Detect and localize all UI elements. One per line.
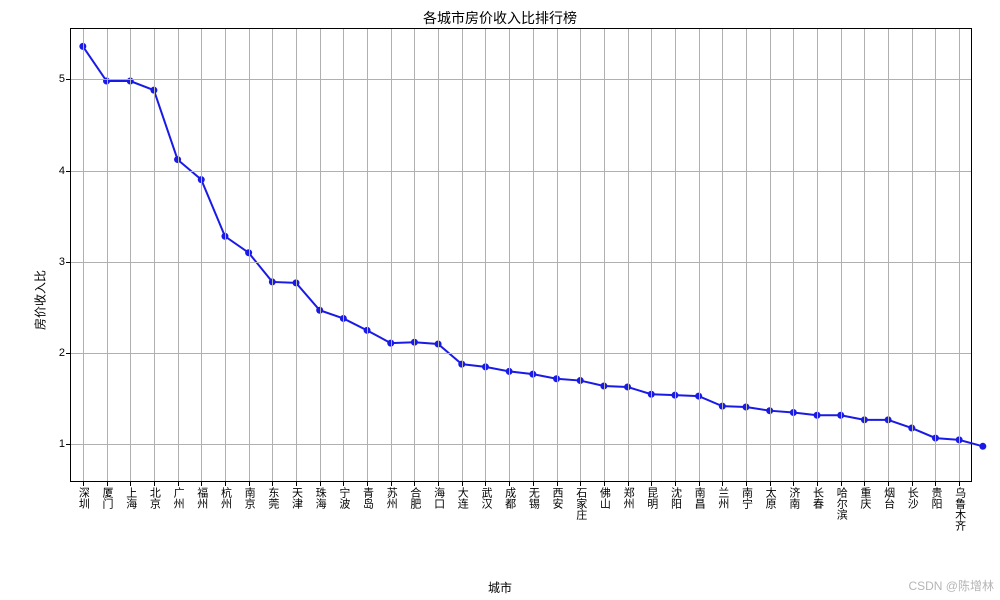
- ytick-label: 4: [59, 165, 71, 177]
- gridline-v: [343, 29, 344, 481]
- gridline-v: [367, 29, 368, 481]
- xtick-label: 杭州: [219, 481, 230, 509]
- gridline-v: [130, 29, 131, 481]
- xtick-label: 上海: [125, 481, 136, 509]
- gridline-v: [414, 29, 415, 481]
- gridline-v: [462, 29, 463, 481]
- gridline-h: [71, 171, 971, 172]
- chart-title: 各城市房价收入比排行榜: [0, 8, 1000, 28]
- gridline-v: [485, 29, 486, 481]
- ytick-label: 1: [59, 438, 71, 450]
- xtick-label: 长春: [812, 481, 823, 509]
- gridline-v: [509, 29, 510, 481]
- xtick-label: 大连: [456, 481, 467, 509]
- xtick-label: 无锡: [527, 481, 538, 509]
- xtick-label: 佛山: [598, 481, 609, 509]
- xtick-label: 北京: [148, 481, 159, 509]
- chart-container: 各城市房价收入比排行榜 房价收入比 城市 12345深圳厦门上海北京广州福州杭州…: [0, 0, 1000, 600]
- gridline-v: [249, 29, 250, 481]
- xtick-label: 太原: [764, 481, 775, 509]
- gridline-v: [935, 29, 936, 481]
- xtick-label: 海口: [433, 481, 444, 509]
- xtick-label: 西安: [551, 481, 562, 509]
- data-point: [979, 443, 986, 450]
- gridline-v: [628, 29, 629, 481]
- xtick-label: 贵阳: [930, 481, 941, 509]
- gridline-v: [296, 29, 297, 481]
- line-layer: [71, 29, 971, 481]
- xtick-label: 广州: [172, 481, 183, 509]
- xtick-label: 苏州: [385, 481, 396, 509]
- gridline-v: [154, 29, 155, 481]
- gridline-v: [888, 29, 889, 481]
- x-axis-label: 城市: [0, 579, 1000, 596]
- gridline-h: [71, 262, 971, 263]
- gridline-v: [770, 29, 771, 481]
- gridline-v: [841, 29, 842, 481]
- gridline-v: [107, 29, 108, 481]
- xtick-label: 石家庄: [575, 481, 586, 520]
- y-axis-label: 房价收入比: [32, 270, 49, 330]
- xtick-label: 青岛: [362, 481, 373, 509]
- gridline-v: [580, 29, 581, 481]
- gridline-v: [225, 29, 226, 481]
- xtick-label: 深圳: [77, 481, 88, 509]
- gridline-v: [533, 29, 534, 481]
- xtick-label: 武汉: [480, 481, 491, 509]
- xtick-label: 天津: [291, 481, 302, 509]
- plot-area: 12345深圳厦门上海北京广州福州杭州南京东莞天津珠海宁波青岛苏州合肥海口大连武…: [70, 28, 972, 482]
- xtick-label: 南昌: [693, 481, 704, 509]
- ytick-label: 2: [59, 347, 71, 359]
- xtick-label: 合肥: [409, 481, 420, 509]
- xtick-label: 福州: [196, 481, 207, 509]
- gridline-v: [699, 29, 700, 481]
- xtick-label: 沈阳: [669, 481, 680, 509]
- xtick-label: 哈尔滨: [835, 481, 846, 520]
- gridline-h: [71, 444, 971, 445]
- gridline-v: [864, 29, 865, 481]
- xtick-label: 厦门: [101, 481, 112, 509]
- gridline-v: [722, 29, 723, 481]
- gridline-v: [391, 29, 392, 481]
- ytick-label: 5: [59, 73, 71, 85]
- xtick-label: 济南: [788, 481, 799, 509]
- xtick-label: 重庆: [859, 481, 870, 509]
- gridline-v: [320, 29, 321, 481]
- xtick-label: 郑州: [622, 481, 633, 509]
- gridline-v: [604, 29, 605, 481]
- gridline-v: [746, 29, 747, 481]
- gridline-v: [651, 29, 652, 481]
- gridline-v: [557, 29, 558, 481]
- xtick-label: 南京: [243, 481, 254, 509]
- gridline-v: [675, 29, 676, 481]
- xtick-label: 东莞: [267, 481, 278, 509]
- gridline-h: [71, 353, 971, 354]
- xtick-label: 兰州: [717, 481, 728, 509]
- xtick-label: 乌鲁木齐: [954, 481, 965, 531]
- xtick-label: 长沙: [906, 481, 917, 509]
- gridline-h: [71, 79, 971, 80]
- gridline-v: [793, 29, 794, 481]
- xtick-label: 成都: [504, 481, 515, 509]
- xtick-label: 南宁: [741, 481, 752, 509]
- gridline-v: [272, 29, 273, 481]
- gridline-v: [83, 29, 84, 481]
- ytick-label: 3: [59, 256, 71, 268]
- xtick-label: 宁波: [338, 481, 349, 509]
- xtick-label: 珠海: [314, 481, 325, 509]
- gridline-v: [178, 29, 179, 481]
- gridline-v: [912, 29, 913, 481]
- gridline-v: [959, 29, 960, 481]
- gridline-v: [201, 29, 202, 481]
- gridline-v: [817, 29, 818, 481]
- xtick-label: 昆明: [646, 481, 657, 509]
- xtick-label: 烟台: [883, 481, 894, 509]
- gridline-v: [438, 29, 439, 481]
